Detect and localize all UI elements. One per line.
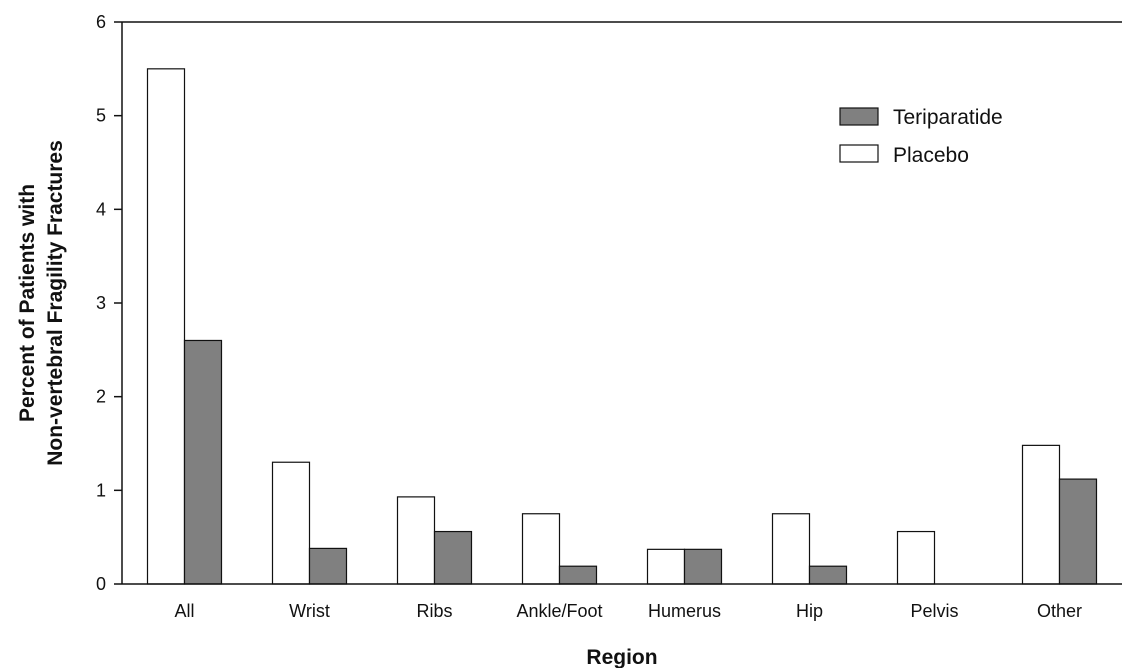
y-tick-label: 1 xyxy=(96,480,106,500)
y-tick-label: 3 xyxy=(96,293,106,313)
x-tick-labels-group: All Wrist Ribs Ankle/Foot Humerus Hip Pelvis Ot… xyxy=(174,601,1082,621)
bar-placebo-humerus xyxy=(646,548,686,585)
bar-teriparatide-wrist xyxy=(308,547,348,585)
bars-group xyxy=(146,68,1098,585)
bar-placebo-other xyxy=(1021,444,1061,585)
y-tick-label: 5 xyxy=(96,106,106,126)
legend-swatch-placebo xyxy=(839,144,879,163)
bar-teriparatide-other xyxy=(1058,478,1098,585)
y-tick-label: 2 xyxy=(96,387,106,407)
bar-teriparatide-ribs xyxy=(433,530,473,585)
y-tick-label: 0 xyxy=(96,574,106,594)
x-axis-title: Region xyxy=(586,646,657,668)
bar-placebo-ribs xyxy=(396,496,436,585)
legend: Teriparatide Placebo xyxy=(839,106,1003,167)
bar-teriparatide-ankle-foot xyxy=(558,565,598,585)
x-tick-label-humerus: Humerus xyxy=(648,601,721,621)
y-axis-title-line-1: Percent of Patients with xyxy=(16,184,39,422)
bar-placebo-pelvis xyxy=(896,530,936,585)
bar-placebo-wrist xyxy=(271,461,311,585)
bar-placebo-ankle-foot xyxy=(521,513,561,585)
y-ticks-group: 0 1 2 3 4 5 6 xyxy=(96,12,122,594)
bar-placebo-hip xyxy=(771,513,811,585)
x-tick-label-wrist: Wrist xyxy=(289,601,330,621)
x-tick-label-all: All xyxy=(174,601,194,621)
bar-teriparatide-hip xyxy=(808,565,848,585)
legend-label-teriparatide: Teriparatide xyxy=(893,106,1003,129)
y-tick-label: 4 xyxy=(96,199,106,219)
bar-teriparatide-all xyxy=(183,339,223,585)
x-tick-label-hip: Hip xyxy=(796,601,823,621)
bar-teriparatide-humerus xyxy=(683,548,723,585)
x-tick-label-pelvis: Pelvis xyxy=(910,601,958,621)
legend-swatch-teriparatide xyxy=(839,107,879,126)
x-tick-label-ribs: Ribs xyxy=(416,601,452,621)
x-tick-label-other: Other xyxy=(1037,601,1082,621)
x-tick-label-ankle-foot: Ankle/Foot xyxy=(516,601,602,621)
legend-label-placebo: Placebo xyxy=(893,144,969,167)
y-tick-label: 6 xyxy=(96,12,106,32)
bar-placebo-all xyxy=(146,68,186,585)
y-axis-title-line-2: Non-vertebral Fragility Fractures xyxy=(44,140,67,466)
